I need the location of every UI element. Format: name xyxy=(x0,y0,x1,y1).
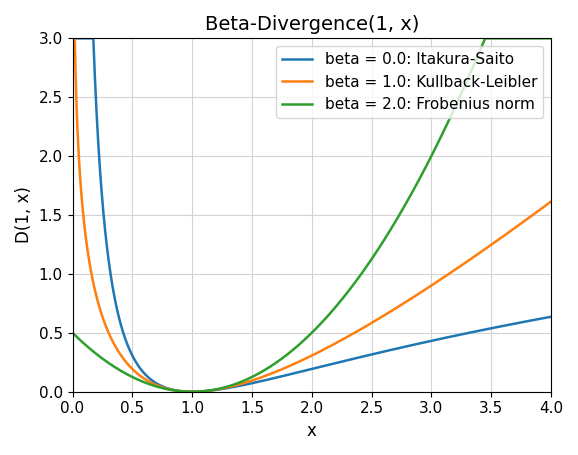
beta = 2.0: Frobenius norm: (3.89, 3): Frobenius norm: (3.89, 3) xyxy=(534,35,541,41)
beta = 2.0: Frobenius norm: (3.15, 2.32): Frobenius norm: (3.15, 2.32) xyxy=(446,116,453,121)
beta = 2.0: Frobenius norm: (1, 3.19e-08): Frobenius norm: (1, 3.19e-08) xyxy=(188,389,195,394)
beta = 2.0: Frobenius norm: (1.95, 0.451): Frobenius norm: (1.95, 0.451) xyxy=(302,336,309,341)
Line: beta = 1.0: Kullback-Leibler: beta = 1.0: Kullback-Leibler xyxy=(73,38,551,392)
Y-axis label: D(1, x): D(1, x) xyxy=(15,187,33,243)
beta = 1.0: Kullback-Leibler: (1, 3.19e-08): Kullback-Leibler: (1, 3.19e-08) xyxy=(188,389,195,394)
beta = 0.0: Itakura-Saito: (1.95, 0.181): Itakura-Saito: (1.95, 0.181) xyxy=(302,368,309,373)
beta = 0.0: Itakura-Saito: (1.84, 0.154): Itakura-Saito: (1.84, 0.154) xyxy=(290,371,297,376)
Title: Beta-Divergence(1, x): Beta-Divergence(1, x) xyxy=(205,15,419,34)
beta = 0.0: Itakura-Saito: (3.15, 0.465): Itakura-Saito: (3.15, 0.465) xyxy=(446,334,453,339)
beta = 0.0: Itakura-Saito: (3.88, 0.614): Itakura-Saito: (3.88, 0.614) xyxy=(533,317,540,322)
beta = 1.0: Kullback-Leibler: (4, 1.61): Kullback-Leibler: (4, 1.61) xyxy=(547,199,554,204)
beta = 1.0: Kullback-Leibler: (1.84, 0.232): Kullback-Leibler: (1.84, 0.232) xyxy=(290,362,297,367)
beta = 0.0: Itakura-Saito: (0.209, 2.22): Itakura-Saito: (0.209, 2.22) xyxy=(94,127,101,133)
beta = 0.0: Itakura-Saito: (3.89, 0.615): Itakura-Saito: (3.89, 0.615) xyxy=(534,317,541,322)
X-axis label: x: x xyxy=(307,422,317,440)
beta = 2.0: Frobenius norm: (0.209, 0.313): Frobenius norm: (0.209, 0.313) xyxy=(94,352,101,358)
beta = 1.0: Kullback-Leibler: (3.15, 1): Kullback-Leibler: (3.15, 1) xyxy=(446,271,453,276)
beta = 1.0: Kullback-Leibler: (1.95, 0.282): Kullback-Leibler: (1.95, 0.282) xyxy=(302,356,309,361)
beta = 1.0: Kullback-Leibler: (3.88, 1.53): Kullback-Leibler: (3.88, 1.53) xyxy=(533,209,540,215)
beta = 1.0: Kullback-Leibler: (3.89, 1.53): Kullback-Leibler: (3.89, 1.53) xyxy=(534,209,541,214)
beta = 2.0: Frobenius norm: (3.45, 3): Frobenius norm: (3.45, 3) xyxy=(481,35,488,41)
beta = 2.0: Frobenius norm: (4, 3): Frobenius norm: (4, 3) xyxy=(547,35,554,41)
beta = 0.0: Itakura-Saito: (4, 0.636): Itakura-Saito: (4, 0.636) xyxy=(547,314,554,319)
beta = 0.0: Itakura-Saito: (1, 3.19e-08): Itakura-Saito: (1, 3.19e-08) xyxy=(188,389,195,394)
beta = 2.0: Frobenius norm: (1.84, 0.356): Frobenius norm: (1.84, 0.356) xyxy=(290,347,297,353)
beta = 0.0: Itakura-Saito: (0.005, 3): Itakura-Saito: (0.005, 3) xyxy=(70,35,77,41)
beta = 2.0: Frobenius norm: (0.005, 0.495): Frobenius norm: (0.005, 0.495) xyxy=(70,331,77,336)
beta = 1.0: Kullback-Leibler: (0.005, 3): Kullback-Leibler: (0.005, 3) xyxy=(70,35,77,41)
beta = 1.0: Kullback-Leibler: (0.209, 0.775): Kullback-Leibler: (0.209, 0.775) xyxy=(94,298,101,303)
Line: beta = 0.0: Itakura-Saito: beta = 0.0: Itakura-Saito xyxy=(73,38,551,392)
Legend: beta = 0.0: Itakura-Saito, beta = 1.0: Kullback-Leibler, beta = 2.0: Frobenius n: beta = 0.0: Itakura-Saito, beta = 1.0: K… xyxy=(276,46,543,118)
Line: beta = 2.0: Frobenius norm: beta = 2.0: Frobenius norm xyxy=(73,38,551,392)
beta = 2.0: Frobenius norm: (3.89, 3): Frobenius norm: (3.89, 3) xyxy=(534,35,541,41)
